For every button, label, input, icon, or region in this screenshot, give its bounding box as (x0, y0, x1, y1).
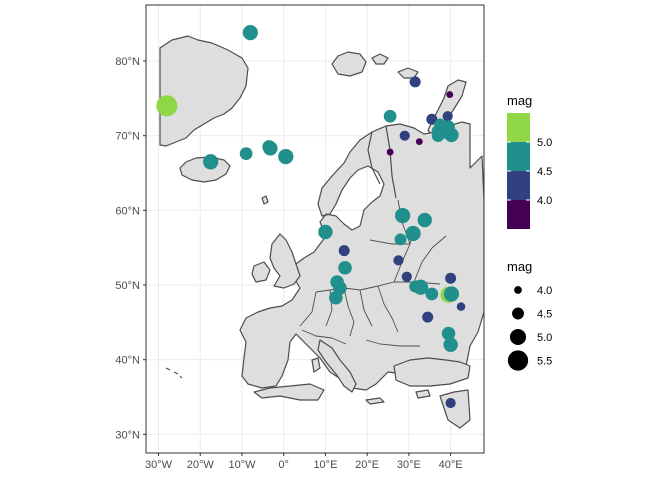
sardinia (311, 357, 321, 373)
color-legend-title: mag (507, 93, 532, 108)
size-legend-label-0: 4.0 (537, 285, 552, 297)
size-legend-title: mag (507, 259, 532, 274)
earthquake-point-22 (395, 207, 411, 224)
y-tick-label-4: 70°N (115, 131, 140, 143)
earthquake-point-24 (405, 225, 421, 242)
y-tick-label-0: 30°N (115, 429, 140, 441)
x-tick-label-0: 30°W (145, 459, 173, 471)
x-tick-label-2: 10°W (228, 459, 256, 471)
svalbard-islands (331, 51, 367, 77)
x-tick-label-7: 40°E (439, 459, 463, 471)
crete (365, 397, 385, 405)
size-legend-label-1: 4.5 (537, 309, 552, 321)
greenland-landmass (159, 35, 249, 147)
earthquake-point-40 (456, 302, 466, 311)
earthquake-point-11 (442, 111, 453, 122)
size-legend-dot-1 (512, 307, 524, 320)
earthquake-point-34 (412, 279, 429, 295)
color-legend-bin-2 (507, 171, 530, 200)
earthquake-point-25 (394, 233, 407, 246)
x-tick-label-4: 10°E (313, 459, 337, 471)
color-legend-bin-1 (507, 142, 530, 171)
earthquake-point-23 (417, 212, 432, 228)
x-tick-label-5: 20°E (355, 459, 379, 471)
earthquake-point-7 (383, 109, 397, 123)
earthquake-point-28 (338, 245, 350, 257)
color-legend-label-1: 4.5 (537, 166, 552, 178)
land-masses (159, 35, 484, 429)
y-tick-label-1: 40°N (115, 355, 140, 367)
y-tick-label-3: 60°N (115, 205, 140, 217)
size-legend-dot-2 (509, 328, 527, 346)
earthquake-point-43 (443, 337, 458, 352)
earthquake-points (156, 25, 466, 409)
color-legend-label-0: 5.0 (537, 137, 552, 149)
color-legend-bin-0 (507, 113, 530, 142)
earthquake-point-17 (431, 129, 445, 143)
earthquake-point-20 (415, 138, 423, 146)
y-tick-label-5: 80°N (115, 56, 140, 68)
earthquake-point-5 (263, 141, 278, 156)
earthquake-point-35 (425, 287, 439, 301)
anatolia (393, 357, 471, 387)
earthquake-point-1 (242, 25, 258, 41)
italy (317, 339, 357, 393)
legends: mag 5.0 4.5 4.0 mag 4.0 4.5 5.0 5.5 (507, 93, 552, 371)
color-legend-bin-3 (507, 200, 530, 229)
x-tick-label-1: 20°W (187, 459, 215, 471)
cyprus (415, 389, 431, 399)
great-britain (269, 233, 301, 289)
earthquake-point-6 (278, 148, 294, 165)
earthquake-point-30 (401, 271, 412, 282)
arctic-island-small (371, 53, 389, 65)
size-legend-label-3: 5.5 (537, 356, 552, 368)
earthquake-point-29 (338, 261, 352, 275)
earthquake-point-38 (329, 290, 343, 305)
earthquake-point-3 (239, 147, 253, 160)
earthquake-point-21 (386, 148, 394, 156)
earthquake-point-19 (399, 130, 410, 141)
color-legend-label-2: 4.0 (537, 195, 552, 207)
azores (165, 367, 183, 379)
earthquake-point-12 (426, 113, 438, 125)
earthquake-point-9 (446, 91, 454, 99)
europe-mainland (239, 121, 484, 391)
earthquake-point-41 (422, 311, 434, 323)
earthquake-point-42 (441, 326, 456, 341)
earthquake-point-2 (203, 154, 219, 170)
axes: 30°W 20°W 10°W 0° 10°E 20°E 30°E 40°E 30°N 40°N 50… (115, 56, 462, 471)
y-tick-label-2: 50°N (115, 280, 140, 292)
earthquake-point-39 (445, 272, 457, 284)
x-tick-label-6: 30°E (397, 459, 421, 471)
earthquake-point-0 (156, 95, 178, 117)
franz-josef-land (397, 67, 419, 79)
ireland (251, 261, 271, 283)
earthquake-point-27 (318, 224, 333, 240)
earthquake-point-18 (444, 127, 459, 143)
size-legend-dot-3 (507, 350, 529, 371)
size-legend-label-2: 5.0 (537, 332, 552, 344)
country-borders (299, 199, 447, 347)
earthquake-point-37 (443, 286, 460, 302)
earthquake-point-44 (445, 397, 456, 409)
plot-panel-border (145, 4, 485, 454)
north-africa (253, 383, 325, 401)
scandinavia-borders (367, 125, 397, 199)
earthquake-point-8 (409, 76, 421, 88)
faroe-islands (261, 195, 269, 205)
earthquake-point-26 (393, 255, 404, 266)
x-tick-label-3: 0° (278, 459, 289, 471)
size-legend-dot-0 (514, 286, 522, 294)
